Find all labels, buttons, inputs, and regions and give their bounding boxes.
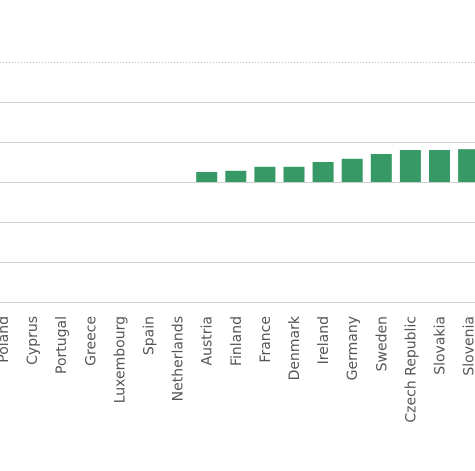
bar bbox=[254, 166, 276, 182]
bar bbox=[429, 150, 450, 182]
x-tick-label: Germany bbox=[345, 316, 361, 380]
bar bbox=[399, 150, 421, 182]
bar bbox=[341, 158, 363, 182]
x-tick-label: Czech Republic bbox=[403, 316, 419, 423]
x-tick-label: Poland bbox=[0, 316, 12, 363]
bar bbox=[196, 172, 218, 182]
x-tick-label: Slovenia bbox=[462, 316, 475, 376]
bar bbox=[370, 154, 392, 182]
x-tick-label: Slovakia bbox=[433, 316, 449, 375]
x-tick-label: Portugal bbox=[54, 316, 70, 374]
x-tick-label: Sweden bbox=[374, 316, 390, 371]
x-tick-label: Cyprus bbox=[25, 316, 41, 365]
bar bbox=[312, 162, 334, 182]
x-tick-label: Denmark bbox=[287, 315, 303, 380]
x-tick-label: Ireland bbox=[316, 316, 332, 364]
x-tick-label: Spain bbox=[142, 316, 158, 355]
bar bbox=[283, 166, 305, 182]
x-tick-label: France bbox=[258, 316, 274, 363]
x-tick-label: Finland bbox=[229, 316, 245, 366]
bar bbox=[225, 170, 247, 182]
x-tick-label: Austria bbox=[200, 316, 216, 365]
bar bbox=[458, 149, 475, 182]
x-tick-label: Greece bbox=[83, 316, 99, 366]
x-tick-label: Luxembourg bbox=[112, 316, 128, 403]
x-tick-label: Netherlands bbox=[171, 316, 187, 401]
